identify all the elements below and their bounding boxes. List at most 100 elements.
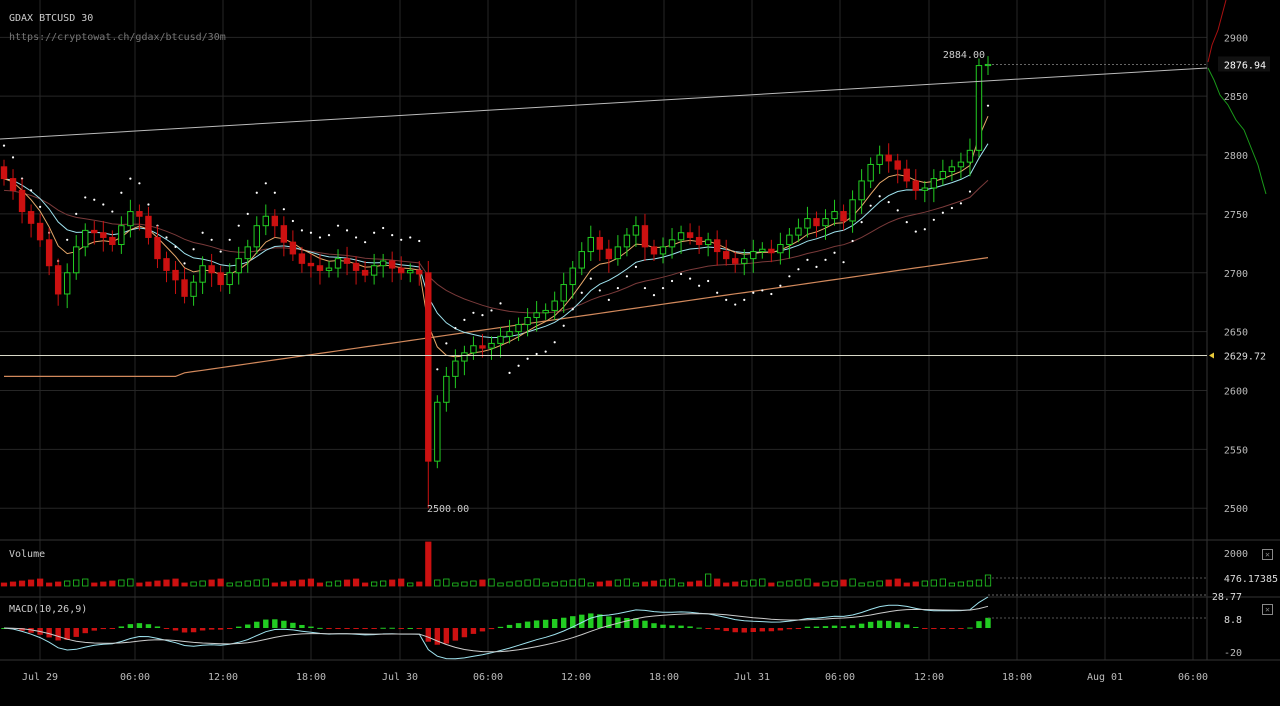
sar-dot [508, 371, 511, 374]
candle-up [876, 154, 883, 165]
candle-up [434, 401, 441, 462]
candle-up [235, 258, 242, 274]
sar-dot [454, 327, 457, 330]
candle-down [271, 215, 279, 227]
candle-down [298, 253, 306, 264]
macd-histogram-bar [660, 624, 666, 628]
chart-url[interactable]: https://cryptowat.ch/gdax/btcusd/30m [9, 32, 226, 43]
candle-up [677, 232, 685, 241]
volume-bar [217, 578, 224, 587]
volume-bar [371, 581, 378, 587]
trend-line [0, 67, 1208, 140]
volume-bar [389, 579, 396, 587]
macd-histogram-bar [488, 628, 495, 630]
sar-dot [345, 229, 349, 232]
candle-up [587, 236, 594, 253]
macd-histogram-bar [308, 626, 314, 628]
sar-dot [589, 277, 592, 280]
macd-histogram-bar [443, 628, 450, 644]
candle-down [713, 239, 721, 253]
volume-bar [696, 580, 703, 587]
volume-bar [325, 581, 333, 587]
macd-signal-line [3, 605, 989, 653]
candle-up [452, 360, 459, 377]
candle-down [145, 215, 152, 238]
volume-bar [73, 579, 80, 587]
macd-histogram-bar [588, 613, 594, 628]
macd-histogram-bar [551, 619, 558, 628]
volume-bar [587, 582, 594, 587]
sar-dot [264, 182, 267, 185]
volume-bar [91, 582, 98, 587]
chart-title: GDAX BTCUSD 30 [9, 13, 94, 24]
candle-down [91, 229, 98, 234]
sar-dot [679, 272, 683, 276]
macd-histogram-bar [245, 624, 251, 628]
time-axis-label: 06:00 [825, 672, 855, 683]
macd-histogram-bar [335, 628, 341, 629]
price-tick-label: 2550 [1224, 445, 1248, 456]
volume-bar [154, 580, 161, 587]
volume-bar [677, 582, 685, 587]
sar-dot [327, 234, 331, 237]
macd-histogram-bar [263, 619, 269, 628]
candle-down [885, 154, 892, 162]
sar-dot [860, 221, 863, 224]
hline-price-label: 2629.72 [1224, 352, 1266, 363]
candle-down [316, 265, 324, 271]
candle-up [551, 300, 558, 311]
candle-down [903, 168, 910, 182]
macd-histogram-bar [777, 628, 784, 631]
macd-histogram-bar [542, 619, 549, 628]
macd-histogram-bar [407, 627, 413, 629]
candle-down [596, 236, 604, 250]
candle-down [416, 269, 423, 275]
macd-close-icon[interactable]: ✕ [1262, 604, 1273, 615]
volume-bar [253, 579, 260, 587]
macd-histogram-bar [822, 626, 829, 628]
candle-down [695, 236, 703, 246]
candle-up [975, 65, 983, 151]
volume-bar [750, 579, 757, 587]
sar-dot [707, 279, 710, 283]
volume-close-icon[interactable]: ✕ [1262, 549, 1273, 560]
time-axis-label: 18:00 [1002, 672, 1032, 683]
volume-bar [416, 581, 423, 587]
candle-up [63, 272, 71, 295]
time-axis-label: 06:00 [120, 672, 150, 683]
candle-up [632, 225, 640, 236]
macd-histogram-bar [217, 628, 224, 630]
candle-up [370, 265, 378, 276]
sar-dot [968, 190, 972, 193]
sar-dot [833, 251, 836, 254]
macd-histogram-bar [145, 624, 152, 628]
volume-bar [741, 580, 748, 587]
macd-histogram-bar [958, 628, 964, 629]
volume-bar [145, 581, 152, 587]
sar-dot [634, 265, 638, 268]
sar-dot [436, 368, 439, 371]
macd-histogram-bar [651, 623, 657, 628]
sar-dot [770, 292, 773, 296]
macd-tick-label: -20 [1224, 648, 1242, 659]
macd-histogram-bar [931, 628, 937, 630]
macd-tick-label: 28.77 [1212, 592, 1242, 603]
macd-histogram-bar [64, 628, 70, 640]
sar-dot [932, 218, 935, 221]
macd-histogram-bar [913, 626, 919, 628]
volume-bar [569, 579, 576, 587]
macd-histogram-bar [759, 628, 766, 632]
sar-dot [490, 309, 493, 312]
candle-down [36, 222, 44, 241]
time-axis-label: 18:00 [296, 672, 326, 683]
candle-down [479, 345, 486, 349]
sar-dot [463, 318, 466, 321]
macd-histogram-bar [199, 628, 206, 631]
sar-dot [986, 104, 990, 107]
sar-dot [373, 231, 376, 234]
volume-bar [560, 580, 567, 587]
macd-histogram-bar [949, 628, 955, 629]
volume-bar [786, 580, 793, 587]
volume-bar [190, 581, 197, 587]
